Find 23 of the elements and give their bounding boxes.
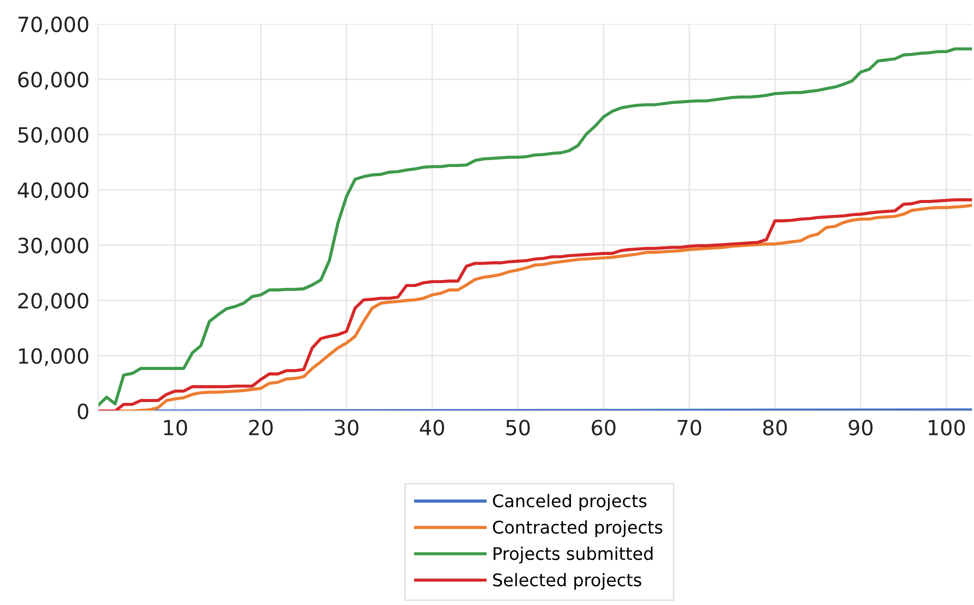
y-tick-label: 60,000: [18, 72, 88, 90]
x-tick-label: 100: [928, 420, 965, 436]
x-tick-label: 10: [164, 420, 187, 436]
y-tick-label: 10,000: [19, 348, 88, 366]
legend-label: Contracted projects: [492, 520, 662, 538]
legend-label: Projects submitted: [494, 546, 652, 564]
x-tick-label: 80: [763, 420, 787, 436]
legend-label: Canceled projects: [492, 494, 646, 511]
y-tick-label: 50,000: [18, 127, 88, 145]
x-tick-label: 50: [506, 420, 530, 436]
x-tick-label: 30: [334, 420, 358, 436]
y-tick-label: 30,000: [18, 238, 88, 256]
y-tick-label: 40,000: [18, 182, 88, 200]
x-tick-label: 20: [249, 420, 273, 436]
legend-label: Selected projects: [493, 573, 642, 590]
x-tick-label: 70: [678, 420, 702, 436]
y-tick-label: 70,000: [18, 16, 88, 34]
line-series: [98, 47, 972, 407]
x-tick-label: 40: [420, 420, 444, 436]
x-tick-label: 60: [592, 420, 616, 436]
x-tick-label: 90: [848, 420, 873, 436]
y-tick-label: 0: [78, 403, 88, 420]
y-tick-label: 20,000: [18, 292, 88, 311]
